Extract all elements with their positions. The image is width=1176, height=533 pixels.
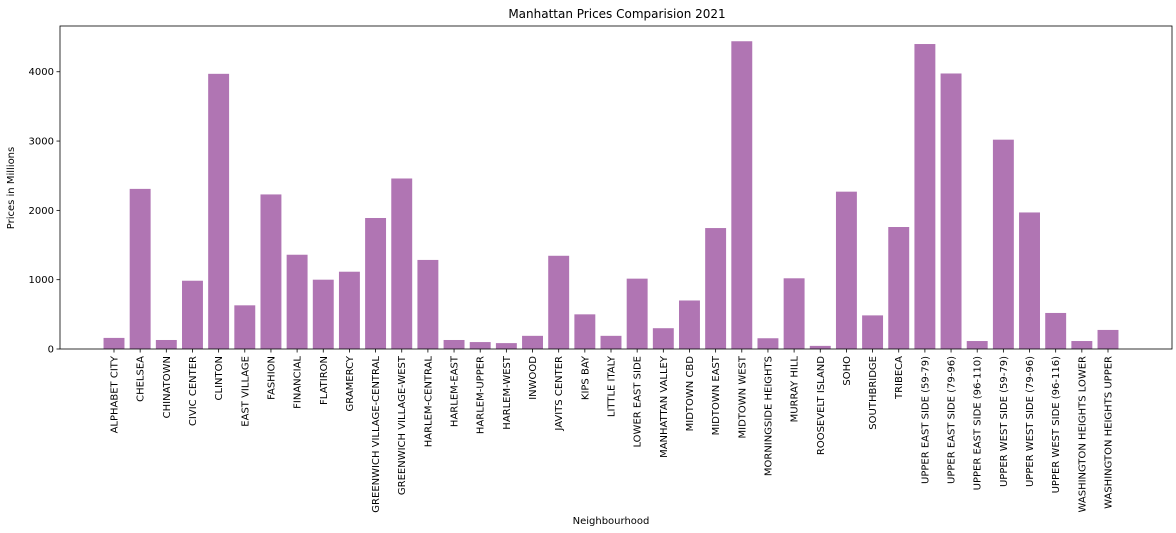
x-tick-label: MIDTOWN CBD [685, 356, 696, 432]
bar [914, 44, 936, 350]
x-tick-label: LOWER EAST SIDE [633, 356, 644, 448]
bar [443, 339, 465, 349]
bar [783, 278, 805, 349]
x-tick-label: CHINATOWN [162, 356, 173, 418]
bar [365, 217, 387, 349]
x-tick-label: MURRAY HILL [790, 356, 801, 423]
x-tick-label: WASHINGTON HEIGHTS UPPER [1104, 356, 1115, 509]
bar [103, 337, 125, 349]
x-tick-label: CIVIC CENTER [188, 356, 199, 426]
bar [1097, 329, 1119, 349]
x-tick-label: GREENWICH VILLAGE-WEST [397, 355, 408, 495]
bar [862, 315, 884, 349]
bar [1045, 312, 1067, 349]
bar [731, 41, 753, 349]
x-tick-label: TRIBECA [894, 356, 905, 400]
y-axis-label: Prices in Millions [6, 147, 17, 230]
bars-group [103, 41, 1119, 350]
bar [522, 335, 543, 349]
bar [1071, 341, 1093, 349]
bar [391, 178, 413, 349]
x-tick-label: GRAMERCY [345, 355, 356, 411]
bar [652, 328, 674, 349]
y-tick-label: 3000 [29, 137, 54, 148]
x-tick-label: UPPER EAST SIDE (59-79) [920, 356, 931, 484]
bar [234, 305, 256, 349]
x-tick-label: CHELSEA [136, 356, 147, 402]
bar [155, 339, 177, 349]
x-tick-label: FASHION [266, 356, 277, 400]
bar [809, 345, 831, 349]
x-tick-label: HARLEM-CENTRAL [423, 356, 434, 448]
x-tick-label: FLATIRON [319, 356, 330, 405]
bar [208, 73, 230, 350]
bar [940, 73, 962, 349]
x-tick-label: GREENWICH VILLAGE-CENTRAL [371, 356, 382, 513]
bar [757, 338, 779, 349]
y-tick-label: 0 [48, 345, 54, 356]
x-tick-label: UPPER WEST SIDE (79-96) [1025, 356, 1036, 487]
bar [992, 139, 1014, 349]
bar [705, 228, 727, 349]
y-axis-ticks: 0 1000 2000 3000 4000 [29, 67, 60, 356]
bar [574, 314, 596, 349]
x-axis-label: Neighbourhood [573, 516, 650, 527]
x-tick-label: SOUTHBRIDGE [868, 356, 879, 430]
x-tick-label: WASHINGTON HEIGHTS LOWER [1077, 356, 1088, 512]
x-tick-label: ROOSEVELT ISLAND [816, 356, 827, 455]
bar [495, 343, 517, 349]
x-tick-label: HARLEM-UPPER [476, 356, 487, 434]
x-tick-label: HARLEM-WEST [502, 355, 513, 430]
x-tick-label: EAST VILLAGE [240, 356, 251, 427]
bar [129, 188, 151, 349]
y-tick-label: 4000 [29, 67, 54, 78]
chart-title: Manhattan Prices Comparision 2021 [508, 7, 725, 21]
bar [888, 227, 910, 349]
x-tick-label: INWOOD [528, 356, 539, 400]
x-tick-label: UPPER EAST SIDE (79-96) [947, 356, 958, 484]
bar [260, 194, 282, 349]
x-tick-label: JAVITS CENTER [554, 356, 565, 432]
x-axis-ticks: ALPHABET CITY CHELSEA CHINATOWN CIVIC CENTE… [110, 349, 1115, 513]
bar [469, 342, 491, 349]
bar [626, 278, 648, 349]
bar [286, 254, 308, 349]
bar [600, 335, 622, 349]
x-tick-label: MORNINGSIDE HEIGHTS [763, 356, 774, 476]
bar [548, 255, 570, 349]
x-tick-label: UPPER WEST SIDE (96-116) [1051, 356, 1062, 493]
x-tick-label: HARLEM-EAST [450, 355, 461, 427]
bar [338, 271, 360, 349]
bar [966, 341, 988, 349]
x-tick-label: CLINTON [214, 356, 225, 400]
y-tick-label: 2000 [29, 206, 54, 217]
bar [835, 191, 857, 349]
x-tick-label: MANHATTAN VALLEY [659, 355, 670, 458]
x-tick-label: UPPER WEST SIDE (59-79) [999, 356, 1010, 487]
x-tick-label: SOHO [842, 356, 853, 386]
bar [417, 259, 439, 349]
plot-frame [59, 25, 1173, 350]
x-tick-label: LITTLE ITALY [607, 355, 618, 417]
x-tick-label: FINANCIAL [293, 356, 304, 409]
x-tick-label: MIDTOWN EAST [711, 355, 722, 435]
x-tick-label: MIDTOWN WEST [737, 355, 748, 438]
bar [182, 280, 203, 349]
bar [312, 279, 334, 349]
bar [1019, 212, 1040, 349]
y-tick-label: 1000 [29, 275, 54, 286]
x-tick-label: UPPER EAST SIDE (96-110) [973, 356, 984, 490]
x-tick-label: KIPS BAY [580, 355, 591, 400]
x-tick-label: ALPHABET CITY [110, 355, 121, 433]
bar [679, 300, 700, 349]
